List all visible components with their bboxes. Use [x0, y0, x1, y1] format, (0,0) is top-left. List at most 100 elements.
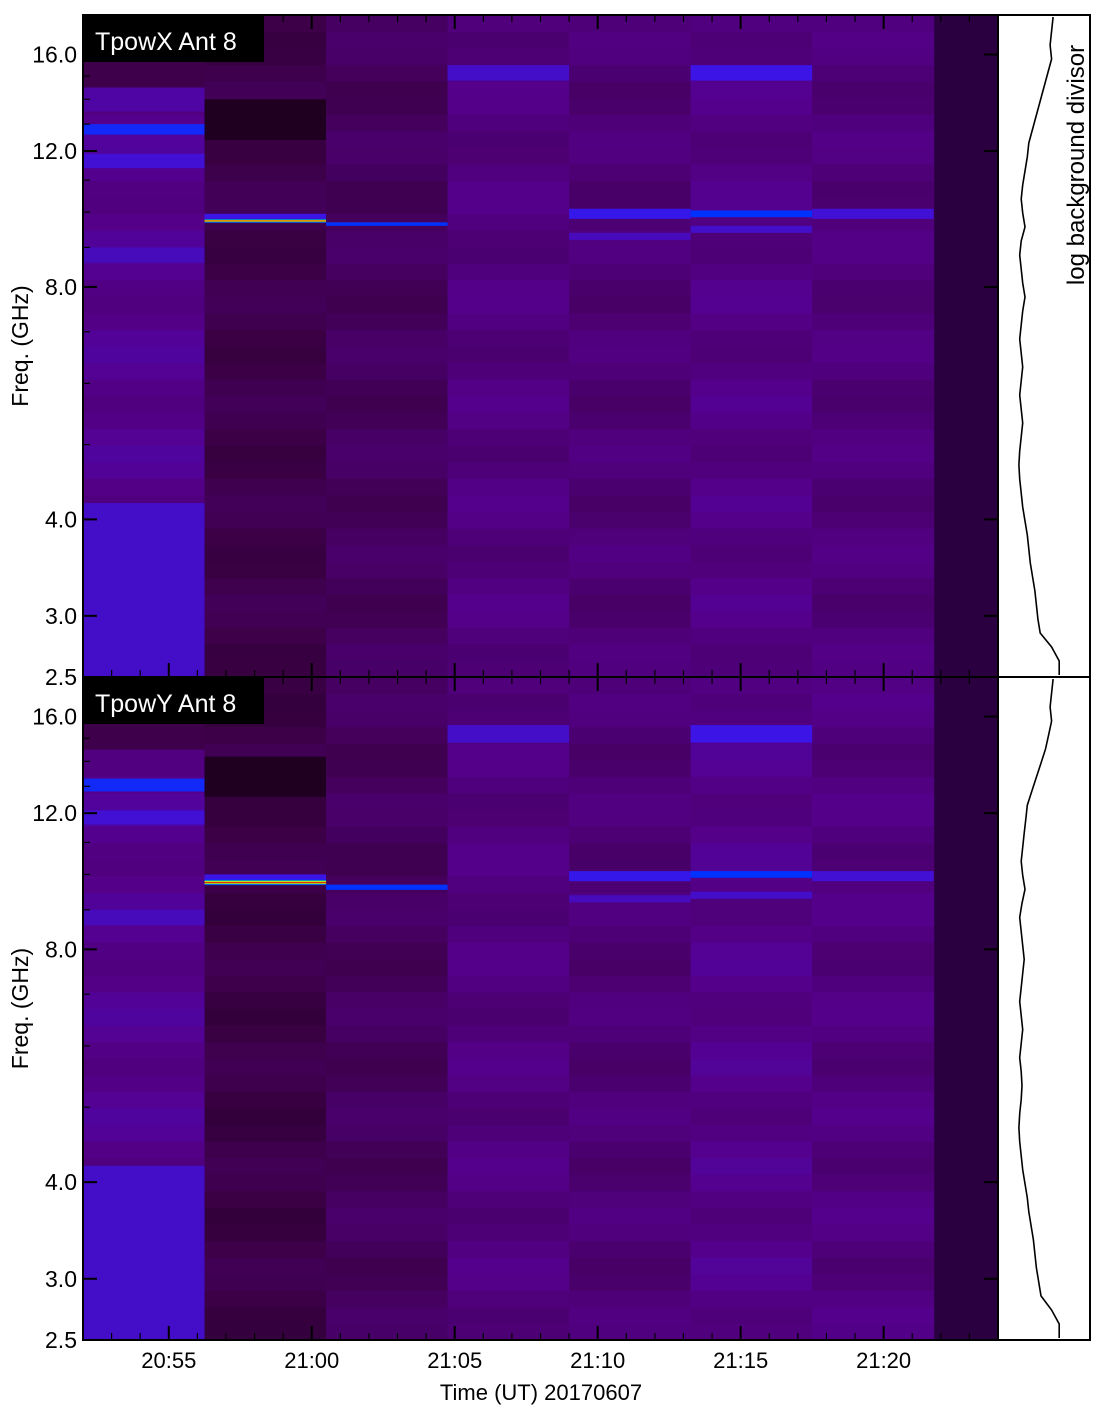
heatmap-cell — [204, 1257, 327, 1275]
heatmap-cell — [447, 875, 570, 893]
heatmap-cell — [83, 180, 206, 198]
heatmap-cell — [83, 279, 206, 297]
heatmap-cell — [204, 826, 327, 844]
x-tick-label: 21:15 — [713, 1348, 768, 1373]
heatmap-cell — [204, 494, 327, 512]
heatmap-cell — [690, 528, 813, 546]
heatmap-cell — [326, 1240, 449, 1258]
heatmap-cell — [83, 1107, 206, 1126]
heatmap-cell — [690, 1107, 813, 1126]
heatmap-cell — [812, 362, 935, 380]
heatmap-cell — [204, 958, 327, 976]
heatmap-cell — [690, 909, 813, 927]
heatmap-cell — [812, 230, 935, 248]
heatmap-cell — [447, 743, 570, 761]
heatmap-cell — [326, 1107, 449, 1126]
y-tick-label: 4.0 — [45, 506, 77, 532]
heatmap-cell — [326, 197, 449, 215]
heatmap-cell — [326, 48, 449, 66]
heatmap-cell — [812, 478, 935, 496]
heatmap-cell — [812, 15, 935, 33]
heatmap-cell — [326, 1273, 449, 1291]
heatmap-cell — [812, 1240, 935, 1258]
heatmap-cell — [326, 461, 449, 479]
heatmap-cell — [326, 230, 449, 248]
heatmap-cell — [204, 379, 327, 397]
heatmap-cell — [326, 130, 449, 148]
heatmap-cell — [569, 279, 692, 297]
heatmap-cell — [326, 710, 449, 728]
heatmap-cell — [447, 31, 570, 49]
heatmap-cell — [569, 1323, 692, 1340]
heatmap-cell — [326, 1025, 449, 1043]
heatmap-cell — [812, 1157, 935, 1175]
heatmap-cell — [690, 975, 813, 993]
heatmap-cell — [204, 296, 327, 314]
heatmap-cell — [83, 478, 206, 496]
heatmap-cell — [569, 362, 692, 380]
heatmap-band — [83, 503, 205, 677]
x-tick-label: 21:05 — [427, 1348, 482, 1373]
heatmap-cell — [569, 130, 692, 148]
heatmap-cell — [204, 1124, 327, 1142]
heatmap-cell — [83, 130, 206, 148]
heatmap-cell — [204, 1323, 327, 1340]
heatmap-cell — [812, 1323, 935, 1340]
heatmap-cell — [690, 329, 813, 347]
heatmap-cell — [326, 677, 449, 695]
heatmap-cell — [812, 1273, 935, 1291]
heatmap-cell — [83, 942, 206, 960]
heatmap-cell — [204, 528, 327, 546]
heatmap-cell — [690, 81, 813, 99]
panel-title: TpowX Ant 8 — [95, 28, 237, 56]
heatmap-cell — [447, 561, 570, 579]
heatmap-cell — [447, 230, 570, 248]
spectrogram-panel-y: TpowY Ant 8 16.0 12.0 8.0 4.0 3.0 2.5 Freq. (GH… — [7, 676, 1091, 1373]
heatmap-cell — [812, 1207, 935, 1225]
heatmap-cell — [447, 461, 570, 479]
heatmap-cell — [447, 263, 570, 281]
heatmap-cell — [569, 412, 692, 430]
heatmap-cell — [326, 1257, 449, 1275]
heatmap-cell — [690, 677, 813, 695]
heatmap-cell — [690, 1157, 813, 1175]
heatmap-cell — [569, 561, 692, 579]
heatmap-cell — [83, 1141, 206, 1159]
heatmap-cell — [204, 246, 327, 264]
heatmap-band — [204, 882, 327, 884]
heatmap-cell — [326, 693, 449, 711]
heatmap-cell — [83, 842, 206, 860]
y-tick-label: 16.0 — [32, 704, 77, 730]
heatmap-cell — [326, 478, 449, 496]
heatmap-cell — [690, 842, 813, 860]
background-divisor-line — [1018, 678, 1060, 1338]
heatmap-cell — [83, 1124, 206, 1142]
heatmap-cell — [690, 445, 813, 463]
y-tick-label: 2.5 — [45, 1327, 77, 1353]
heatmap-band — [204, 882, 327, 885]
heatmap-band — [569, 208, 691, 219]
heatmap-cell — [569, 743, 692, 761]
heatmap-cell — [812, 759, 935, 777]
heatmap — [83, 677, 998, 1340]
heatmap-cell — [326, 958, 449, 976]
heatmap-cell — [326, 246, 449, 264]
heatmap-cell — [690, 776, 813, 794]
heatmap-cell — [812, 577, 935, 595]
y-tick-label: 3.0 — [45, 603, 77, 629]
heatmap-cell — [812, 163, 935, 181]
heatmap-cell — [204, 809, 327, 827]
heatmap-cell — [83, 163, 206, 181]
heatmap-cell — [326, 1141, 449, 1159]
heatmap-cell — [569, 511, 692, 529]
heatmap-cell — [690, 793, 813, 811]
heatmap-cell — [326, 1074, 449, 1092]
heatmap-cell — [569, 1058, 692, 1076]
heatmap-cell — [569, 627, 692, 645]
heatmap-cell — [690, 942, 813, 960]
heatmap-cell — [569, 461, 692, 479]
heatmap-cell — [326, 1223, 449, 1242]
heatmap-cell — [569, 163, 692, 181]
heatmap-cell — [690, 693, 813, 711]
heatmap-cell — [569, 81, 692, 99]
